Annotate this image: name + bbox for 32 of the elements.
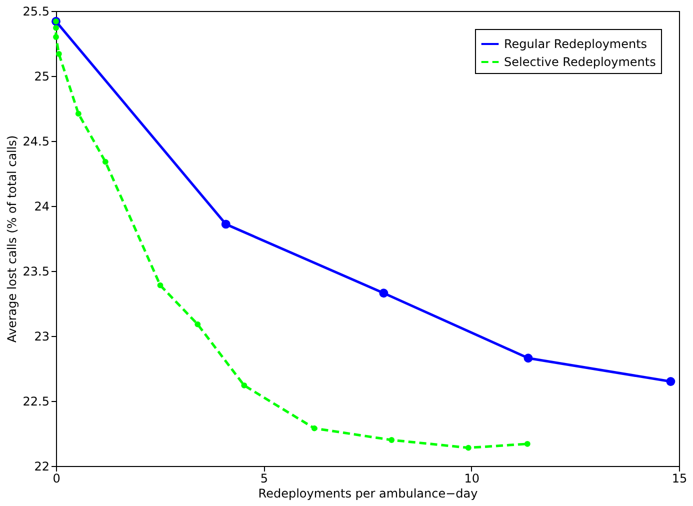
point [157, 282, 164, 288]
y-tick-label: 22.5 [22, 394, 50, 408]
point [241, 382, 248, 388]
y-tick-label: 23.5 [22, 264, 50, 278]
x-axis-title: Redeployments per ambulance−day [258, 486, 478, 500]
legend-label: Regular Redeployments [504, 37, 648, 51]
point [102, 158, 108, 165]
x-tick-label: 0 [52, 472, 60, 486]
y-tick-label: 24.5 [22, 134, 50, 148]
point [221, 220, 230, 229]
point [75, 110, 82, 117]
point [524, 354, 533, 363]
point [379, 288, 388, 298]
x-tick-label: 5 [260, 472, 268, 486]
x-tick-label: 15 [672, 472, 688, 486]
legend-label: Selective Redeployments [504, 55, 656, 69]
point [666, 377, 676, 386]
y-tick-label: 25 [34, 70, 50, 84]
point [311, 425, 318, 432]
point [53, 24, 59, 31]
point [388, 437, 395, 443]
point [194, 321, 201, 328]
y-axis-title: Average lost calls (% of total calls) [4, 135, 19, 343]
y-tick-label: 23 [34, 330, 50, 344]
y-tick-label: 24 [34, 200, 50, 214]
point [56, 50, 62, 57]
y-tick-label: 22 [34, 460, 50, 474]
x-tick-label: 10 [464, 472, 480, 486]
point [465, 444, 472, 451]
y-tick-label: 25.5 [22, 4, 50, 18]
point [524, 440, 530, 447]
point [53, 34, 59, 40]
